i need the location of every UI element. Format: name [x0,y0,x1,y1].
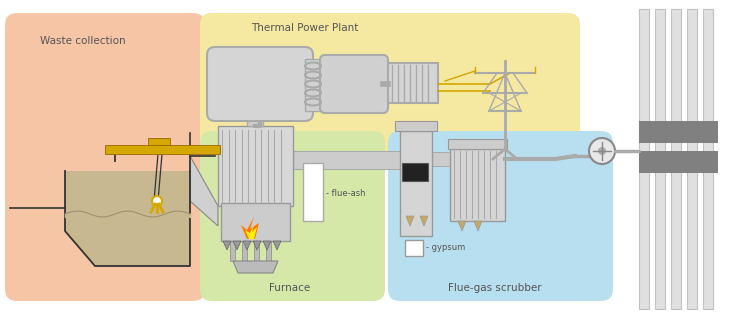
Circle shape [589,138,615,164]
Polygon shape [65,171,190,266]
Circle shape [598,147,606,155]
Bar [247,86,263,126]
Bar [266,241,271,261]
Bar [687,9,697,309]
Polygon shape [190,156,218,226]
Polygon shape [245,224,257,239]
Polygon shape [233,261,278,273]
Polygon shape [448,139,507,149]
Polygon shape [273,241,281,250]
Bar [687,121,697,143]
Bar [639,151,649,173]
Bar [303,163,323,221]
Bar [242,241,247,261]
Text: Flue-gas scrubber: Flue-gas scrubber [448,283,542,293]
Bar [639,9,649,309]
Bar [671,121,681,143]
FancyBboxPatch shape [388,131,613,301]
Bar [218,126,293,206]
Bar [388,63,438,103]
Polygon shape [395,121,437,131]
Text: Thermal Power Plant: Thermal Power Plant [251,23,358,33]
Circle shape [152,196,162,206]
Text: Furnace: Furnace [269,283,310,293]
Bar [254,241,259,261]
Bar [687,151,697,173]
Bar [105,145,220,154]
Bar [293,151,408,169]
Polygon shape [474,221,482,231]
Polygon shape [458,221,466,231]
Bar [703,121,713,143]
Bar [402,163,428,181]
Polygon shape [253,241,261,250]
Polygon shape [406,216,414,226]
Text: - gypsum: - gypsum [426,244,465,253]
Bar [655,121,665,143]
Bar [703,151,713,173]
Bar [221,203,290,241]
Bar [655,151,665,173]
Polygon shape [420,216,428,226]
FancyBboxPatch shape [200,13,580,151]
Bar [671,9,681,309]
Polygon shape [241,217,259,239]
Polygon shape [263,241,271,250]
Text: Waste collection: Waste collection [40,36,125,46]
Bar [305,59,323,111]
Bar [400,131,432,236]
Polygon shape [233,241,241,250]
Bar [655,9,665,309]
Bar [405,240,423,256]
Polygon shape [243,241,251,250]
Bar [639,121,649,143]
Bar [703,9,713,309]
FancyBboxPatch shape [320,55,388,113]
Bar [450,149,505,221]
Bar [148,138,170,145]
Bar [639,151,718,173]
Bar [639,121,718,143]
Text: - flue-ash: - flue-ash [326,188,365,197]
FancyBboxPatch shape [5,13,205,301]
FancyBboxPatch shape [200,131,385,301]
Bar [432,152,452,166]
Polygon shape [223,241,231,250]
Bar [671,151,681,173]
Bar [230,241,235,261]
FancyBboxPatch shape [207,47,313,121]
